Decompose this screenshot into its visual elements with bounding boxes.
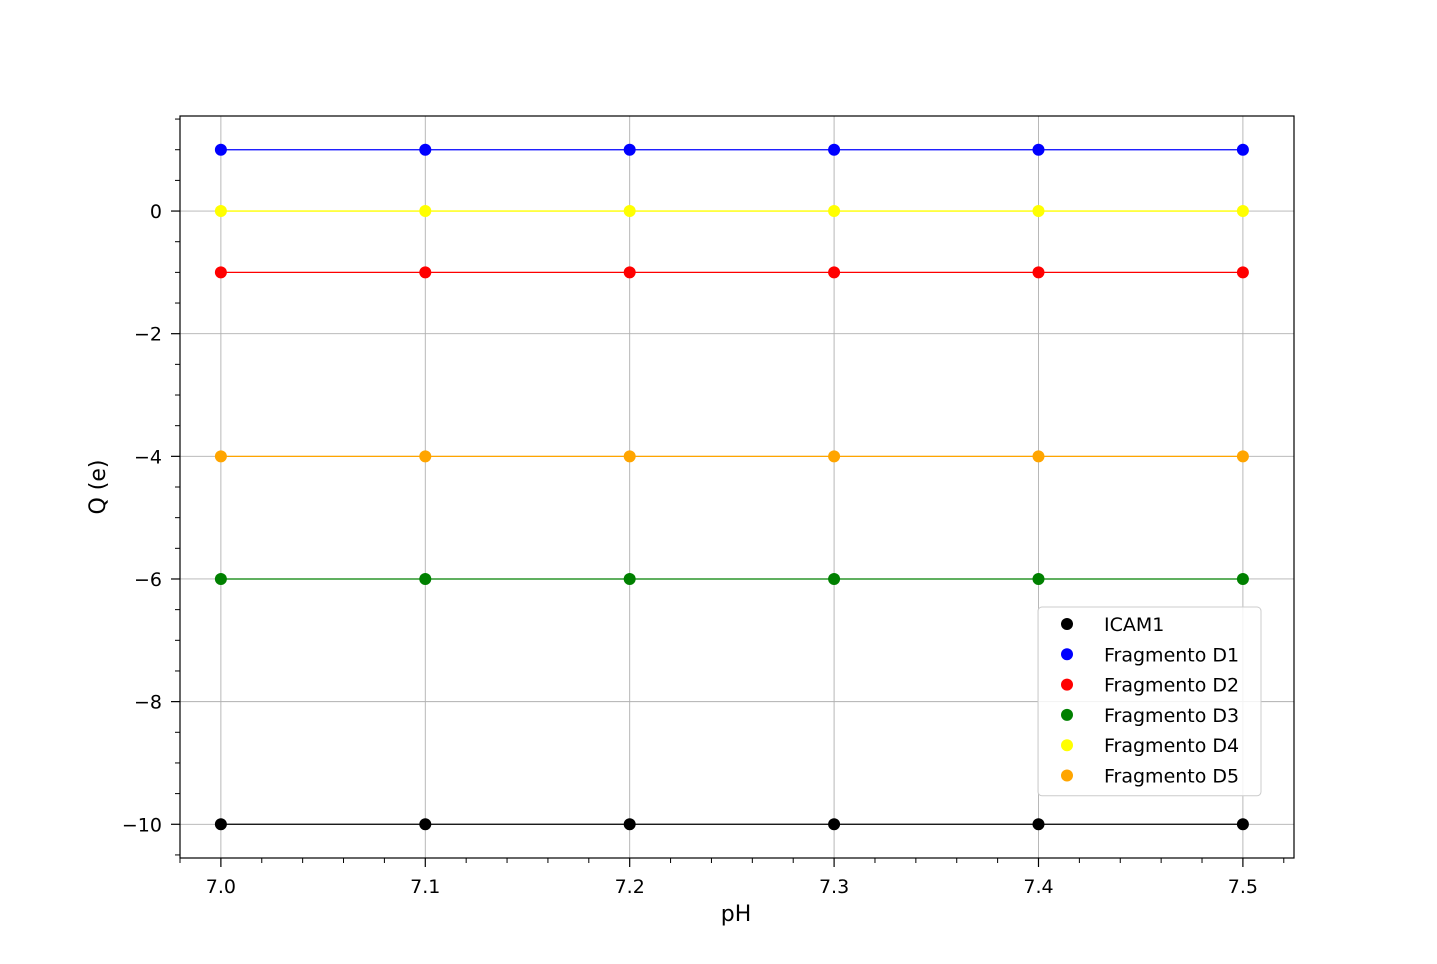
series-fragmento-d1 [214, 143, 1249, 156]
legend-label: Fragmento D1 [1104, 644, 1239, 666]
data-point [828, 143, 841, 156]
data-point [1236, 572, 1249, 585]
data-point [623, 818, 636, 831]
data-point [1032, 266, 1045, 279]
legend-marker [1061, 708, 1073, 721]
data-point [1236, 450, 1249, 463]
legend-marker [1061, 648, 1073, 661]
data-point [623, 572, 636, 585]
x-axis: 7.0 7.1 7.2 7.3 7.4 7.5 [179, 858, 1285, 898]
data-point [419, 205, 432, 218]
legend-label: Fragmento D3 [1104, 705, 1239, 727]
data-point [1236, 205, 1249, 218]
data-point [623, 450, 636, 463]
x-tick-label: 7.5 [1228, 876, 1258, 898]
y-tick-label: −6 [134, 569, 162, 591]
data-point [828, 572, 841, 585]
y-axis: 0 −2 −4 −6 −8 −10 [122, 118, 180, 856]
x-tick-label: 7.4 [1023, 876, 1053, 898]
data-point [214, 266, 227, 279]
series-layer [214, 143, 1249, 831]
series-fragmento-d5 [214, 450, 1249, 463]
data-point [214, 572, 227, 585]
data-point [828, 205, 841, 218]
data-point [1032, 450, 1045, 463]
data-point [419, 143, 432, 156]
series-fragmento-d2 [214, 266, 1249, 279]
y-axis-title: Q (e) [86, 459, 111, 514]
data-point [623, 205, 636, 218]
legend-marker [1061, 739, 1073, 752]
data-point [623, 266, 636, 279]
data-point [1236, 266, 1249, 279]
legend-label: Fragmento D4 [1104, 735, 1239, 757]
series-fragmento-d4 [214, 205, 1249, 218]
legend: ICAM1 Fragmento D1 Fragmento D2 Fragmento D… [1037, 606, 1262, 797]
x-tick-label: 7.0 [206, 876, 236, 898]
data-point [419, 818, 432, 831]
y-tick-label: 0 [150, 201, 162, 223]
x-axis-title: pH [721, 902, 752, 927]
data-point [828, 266, 841, 279]
data-point [1236, 143, 1249, 156]
y-tick-label: −2 [134, 324, 162, 346]
data-point [1032, 572, 1045, 585]
x-tick-label: 7.2 [615, 876, 645, 898]
legend-label: Fragmento D5 [1104, 766, 1239, 788]
y-tick-label: −8 [134, 692, 162, 714]
data-point [214, 450, 227, 463]
data-point [214, 205, 227, 218]
data-point [419, 450, 432, 463]
y-tick-label: −10 [122, 814, 162, 836]
x-tick-label: 7.1 [410, 876, 440, 898]
data-point [1032, 143, 1045, 156]
data-point [828, 818, 841, 831]
legend-label: Fragmento D2 [1104, 675, 1239, 697]
y-tick-label: −4 [134, 446, 162, 468]
x-tick-label: 7.3 [819, 876, 849, 898]
legend-marker [1061, 769, 1073, 782]
legend-marker [1061, 618, 1073, 630]
data-point [1236, 818, 1249, 831]
series-icam1 [214, 818, 1249, 831]
data-point [419, 266, 432, 279]
data-point [214, 818, 227, 831]
legend-label: ICAM1 [1104, 614, 1164, 636]
data-point [1032, 818, 1045, 831]
legend-box [1037, 606, 1262, 797]
data-point [419, 572, 432, 585]
data-point [214, 143, 227, 156]
data-point [1032, 205, 1045, 218]
data-point [828, 450, 841, 463]
legend-marker [1061, 678, 1073, 691]
data-point [623, 143, 636, 156]
series-fragmento-d3 [214, 572, 1249, 585]
